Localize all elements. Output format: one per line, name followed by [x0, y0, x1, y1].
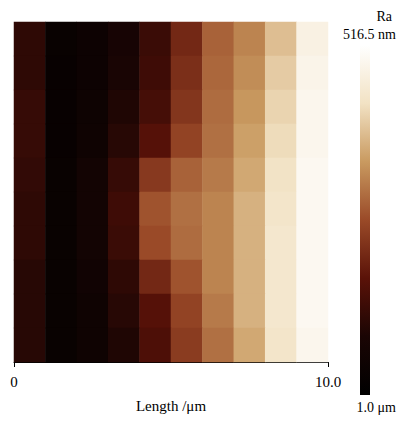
svg-text:516.5 nm: 516.5 nm — [343, 27, 396, 42]
svg-text:Ra: Ra — [376, 9, 392, 24]
svg-text:10.0: 10.0 — [315, 374, 341, 390]
svg-text:Length /μm: Length /μm — [136, 398, 206, 414]
svg-text:1.0 μm: 1.0 μm — [357, 400, 397, 415]
svg-text:0: 0 — [10, 374, 18, 390]
